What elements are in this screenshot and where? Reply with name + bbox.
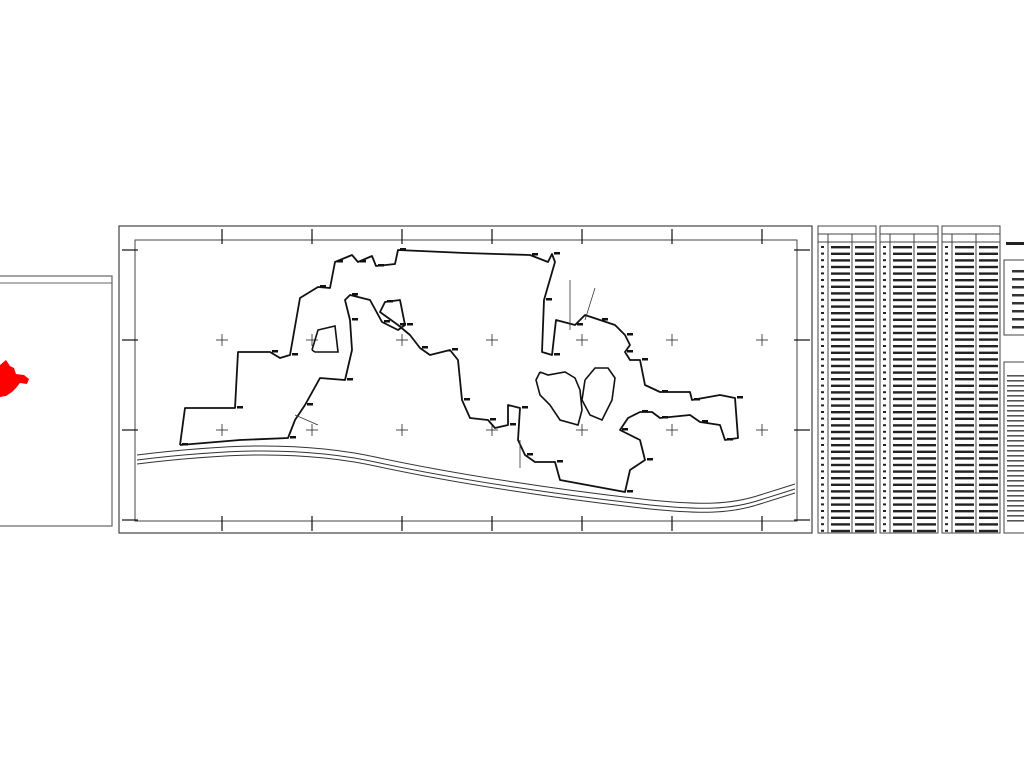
point-label xyxy=(522,406,528,409)
point-label xyxy=(577,323,583,326)
point-label xyxy=(694,398,700,401)
point-label xyxy=(737,396,743,399)
coordinate-table xyxy=(879,225,939,534)
point-label xyxy=(182,443,188,446)
point-label xyxy=(602,318,608,321)
point-label xyxy=(400,248,406,251)
point-label xyxy=(272,350,278,353)
point-label xyxy=(307,403,313,406)
point-label xyxy=(627,490,633,493)
point-label xyxy=(320,285,326,288)
point-label xyxy=(290,436,296,439)
point-label xyxy=(352,318,358,321)
point-label xyxy=(347,378,353,381)
point-label xyxy=(532,253,538,256)
point-label xyxy=(352,293,358,296)
point-label xyxy=(378,264,384,267)
point-label xyxy=(622,428,628,431)
point-label xyxy=(452,348,458,351)
point-label xyxy=(237,406,243,409)
coordinate-tables xyxy=(817,225,1024,534)
point-label xyxy=(510,423,516,426)
point-label xyxy=(642,358,648,361)
legend-notes-panel xyxy=(1003,242,1024,534)
coordinate-table xyxy=(941,225,1001,534)
point-label xyxy=(490,418,496,421)
point-label xyxy=(546,298,552,301)
point-label xyxy=(292,353,298,356)
location-map-panel xyxy=(0,275,113,527)
point-label xyxy=(527,453,533,456)
point-label xyxy=(627,350,633,353)
point-label xyxy=(422,346,428,349)
point-label xyxy=(464,398,470,401)
point-label xyxy=(554,353,560,356)
point-label xyxy=(642,410,648,413)
point-label xyxy=(727,438,733,441)
point-label xyxy=(554,252,560,255)
parcel-boundary xyxy=(179,249,739,493)
point-label xyxy=(662,390,668,393)
point-label xyxy=(702,420,708,423)
road xyxy=(136,445,796,513)
point-label xyxy=(387,300,393,303)
point-label xyxy=(384,320,390,323)
point-label xyxy=(647,458,653,461)
point-label xyxy=(407,323,413,326)
point-label xyxy=(557,460,563,463)
site-plan-panel xyxy=(118,225,813,534)
point-label xyxy=(400,323,406,326)
point-label xyxy=(360,260,366,263)
point-label xyxy=(337,260,343,263)
point-label xyxy=(627,333,633,336)
highlighted-area xyxy=(0,360,29,397)
coordinate-table xyxy=(817,225,877,534)
point-label xyxy=(662,416,668,419)
